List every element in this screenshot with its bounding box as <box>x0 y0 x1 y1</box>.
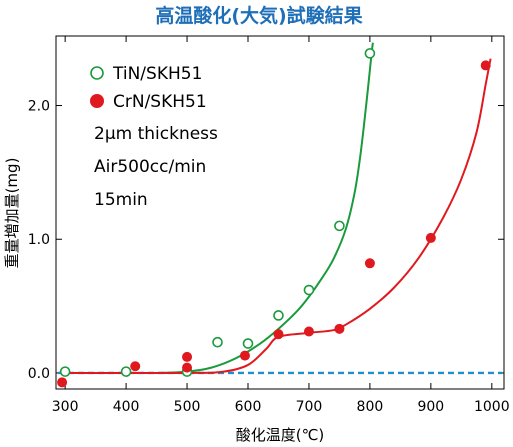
data-point-crn <box>130 361 141 372</box>
y-tick-label: 1.0 <box>28 232 50 248</box>
legend-label-crn: CrN/SKH51 <box>113 92 207 112</box>
data-point-crn <box>364 258 375 269</box>
x-tick-label: 900 <box>417 399 444 415</box>
data-point-tin <box>303 284 315 296</box>
x-tick-label: 1000 <box>474 399 510 415</box>
data-points <box>57 48 491 388</box>
x-axis-label: 酸化温度(℃) <box>236 426 325 444</box>
x-tick-label: 600 <box>235 399 262 415</box>
data-point-tin <box>273 310 284 321</box>
legend: TiN/SKH51 CrN/SKH51 <box>90 64 207 112</box>
x-tick-label: 700 <box>296 399 323 415</box>
legend-label-tin: TiN/SKH51 <box>112 64 202 84</box>
y-tick-label: 2.0 <box>28 99 50 115</box>
y-axis-label: 重量増加量(mg) <box>3 158 21 269</box>
data-point-tin <box>334 220 345 232</box>
chart-title: 高温酸化(大気)試験結果 <box>155 4 362 27</box>
data-point-tin <box>212 336 223 348</box>
data-point-tin <box>242 338 254 349</box>
x-tick-label: 500 <box>174 399 201 415</box>
y-axis: 0.0 1.0 2.0 <box>28 99 504 382</box>
data-point-crn <box>480 60 491 71</box>
data-point-crn <box>425 232 436 243</box>
data-point-crn <box>182 351 193 362</box>
annotations: 2μm thickness Air500cc/min 15min <box>94 124 218 210</box>
x-tick-label: 400 <box>113 399 140 415</box>
x-tick-label: 800 <box>357 399 384 415</box>
data-point-crn <box>334 323 345 334</box>
legend-marker-tin <box>90 66 104 80</box>
x-tick-label: 300 <box>52 399 79 415</box>
annotation-thickness: 2μm thickness <box>94 124 218 144</box>
data-point-crn <box>239 350 250 361</box>
data-point-crn <box>57 377 68 388</box>
annotation-airflow: Air500cc/min <box>94 157 206 177</box>
data-point-crn <box>273 329 284 340</box>
y-tick-label: 0.0 <box>28 366 50 382</box>
legend-marker-crn <box>90 94 104 108</box>
data-point-crn <box>303 326 314 337</box>
x-axis: 300 400 500 600 700 800 900 1000 <box>52 36 510 415</box>
plot-area-frame <box>55 35 505 390</box>
data-point-tin <box>120 366 132 377</box>
annotation-duration: 15min <box>94 190 148 210</box>
fit-curve-tin <box>65 42 374 375</box>
data-point-tin <box>59 366 71 377</box>
data-point-tin <box>364 48 376 59</box>
data-point-crn <box>182 362 193 373</box>
